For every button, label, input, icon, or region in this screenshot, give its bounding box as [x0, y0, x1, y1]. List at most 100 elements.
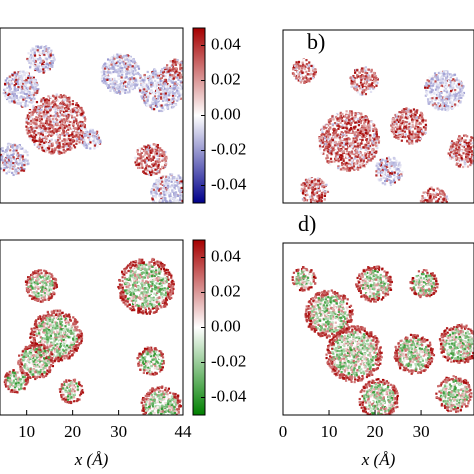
- heatmap-cell: [110, 77, 113, 80]
- heatmap-cell: [26, 151, 29, 154]
- heatmap-cell: [419, 122, 423, 126]
- heatmap-cell: [408, 125, 411, 129]
- heatmap-cell: [406, 117, 409, 120]
- heatmap-cell: [357, 131, 360, 134]
- heatmap-cell: [323, 138, 327, 142]
- heatmap-cell: [122, 88, 125, 91]
- heatmap-cell: [21, 74, 24, 77]
- heatmap-cell: [20, 104, 23, 107]
- heatmap-cell: [391, 120, 394, 123]
- heatmap-cell: [354, 69, 357, 72]
- heatmap-cell: [357, 85, 360, 88]
- heatmap-cell: [357, 133, 360, 136]
- heatmap-cell: [54, 117, 57, 121]
- heatmap-cell: [37, 63, 40, 66]
- heatmap-cell: [20, 166, 23, 169]
- heatmap-cell: [25, 96, 28, 100]
- heatmap-cell: [359, 76, 362, 79]
- heatmap-cell: [416, 138, 419, 141]
- heatmap-cell: [44, 44, 48, 48]
- heatmap-cell: [336, 143, 339, 146]
- heatmap-cell: [130, 59, 133, 62]
- heatmap-cell: [147, 150, 151, 153]
- heatmap-cell: [8, 101, 12, 104]
- heatmap-cell: [154, 190, 157, 193]
- heatmap-cell: [45, 148, 49, 152]
- heatmap-cell: [26, 114, 29, 117]
- heatmap-cell: [441, 77, 444, 80]
- heatmap-cell: [450, 79, 454, 82]
- heatmap-cell: [56, 141, 59, 144]
- heatmap-cell: [165, 209, 167, 211]
- heatmap-cell: [5, 97, 9, 101]
- heatmap-cell: [186, 196, 188, 198]
- heatmap-cell: [3, 163, 6, 166]
- heatmap-cell: [44, 47, 48, 50]
- heatmap-cell: [164, 67, 167, 71]
- heatmap-cell: [96, 130, 99, 133]
- heatmap-cell: [362, 160, 366, 163]
- heatmap-cell: [33, 88, 36, 91]
- heatmap-cell: [399, 131, 402, 134]
- heatmap-cell: [347, 137, 350, 140]
- heatmap-cell: [359, 130, 363, 133]
- heatmap-cell: [66, 98, 70, 101]
- heatmap-cell: [303, 81, 306, 84]
- heatmap-cell: [368, 144, 372, 148]
- heatmap-cell: [44, 129, 47, 133]
- heatmap-cell: [325, 139, 328, 142]
- heatmap-cell: [7, 148, 10, 151]
- heatmap-cell: [183, 70, 185, 72]
- heatmap-cell: [23, 150, 26, 154]
- heatmap-cell: [357, 120, 360, 123]
- heatmap-cell: [345, 140, 348, 143]
- heatmap-cell: [320, 196, 324, 199]
- heatmap-cell: [164, 99, 167, 102]
- heatmap-cell: [115, 80, 118, 83]
- heatmap-cell: [340, 118, 343, 121]
- heatmap-cell: [139, 89, 142, 92]
- heatmap-cell: [167, 79, 171, 82]
- heatmap-cell: [442, 73, 446, 76]
- heatmap-cell: [59, 120, 62, 124]
- heatmap-cell: [343, 138, 346, 141]
- heatmap-cell: [26, 71, 29, 74]
- heatmap-cell: [347, 116, 350, 119]
- heatmap-cell: [26, 73, 30, 76]
- heatmap-cell: [32, 76, 35, 80]
- heatmap-cell: [353, 127, 356, 130]
- heatmap-cell: [184, 192, 186, 194]
- heatmap-cell: [144, 149, 147, 152]
- heatmap-cell: [37, 88, 40, 91]
- heatmap-cell: [76, 114, 79, 117]
- heatmap-cell: [39, 57, 42, 60]
- heatmap-cell: [113, 88, 116, 92]
- heatmap-cell: [43, 144, 46, 147]
- heatmap-cell: [307, 181, 310, 184]
- heatmap-cell: [161, 188, 165, 191]
- heatmap-cell: [396, 125, 400, 129]
- heatmap-cell: [26, 115, 29, 119]
- heatmap-cell: [71, 131, 74, 134]
- heatmap-cell: [66, 109, 69, 113]
- heatmap-cell: [54, 96, 57, 100]
- heatmap-cell: [28, 89, 31, 92]
- heatmap-cell: [113, 85, 116, 88]
- heatmap-cell: [358, 157, 362, 160]
- heatmap-cell: [157, 97, 160, 100]
- heatmap-cell: [178, 76, 181, 79]
- heatmap-cell: [35, 45, 38, 48]
- heatmap-cell: [160, 200, 164, 203]
- heatmap-cell: [177, 174, 180, 177]
- heatmap-cell: [80, 122, 83, 125]
- heatmap-cell: [144, 92, 147, 95]
- heatmap-cell: [18, 160, 21, 163]
- heatmap-cell: [368, 87, 371, 90]
- heatmap-cell: [28, 131, 31, 134]
- heatmap-cell: [37, 50, 40, 53]
- heatmap-cell: [1, 170, 5, 173]
- heatmap-cell: [62, 148, 65, 151]
- heatmap-cell: [444, 94, 447, 97]
- heatmap-cell: [152, 164, 155, 167]
- heatmap-cell: [9, 91, 12, 94]
